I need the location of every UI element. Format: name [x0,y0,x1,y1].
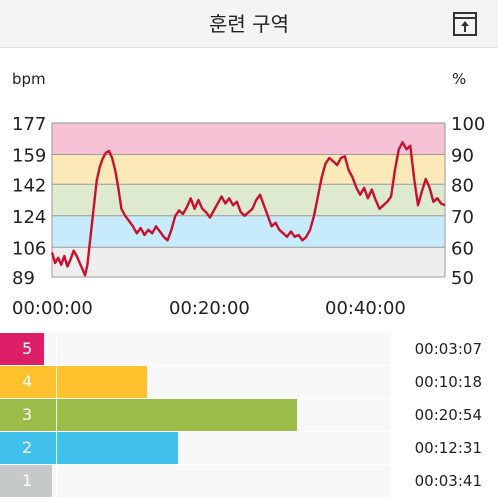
page-title: 훈련 구역 [209,12,289,36]
app-header: 훈련 구역 [0,0,498,48]
zone-duration: 00:10:18 [414,373,482,391]
zone-row-5: 5 00:03:07 [0,332,498,366]
zone-bar [0,366,147,398]
zone-bar-divider [56,333,57,365]
y-right-tick-label: 90 [451,146,474,167]
y-left-tick-label: 124 [12,207,46,228]
y-right-tick-label: 100 [451,114,485,135]
zone-band-1 [52,247,445,277]
y-axis-left-label: bpm [12,70,46,88]
y-right-tick-label: 50 [451,268,474,289]
y-axis-right-label: % [452,70,466,88]
zone-bar [0,432,178,464]
zone-track [0,333,390,365]
y-left-tick-label: 89 [12,268,35,289]
zone-duration: 00:03:41 [414,472,482,490]
zone-band-5 [52,123,445,155]
y-left-tick-label: 177 [12,114,46,135]
x-tick-label: 00:00:00 [12,298,93,319]
zone-list: 5 00:03:07 4 00:10:18 3 00:20:54 2 00:12:31 1 00:… [0,332,498,500]
zone-duration: 00:12:31 [414,439,482,457]
zone-number: 2 [22,438,33,457]
y-left-tick-label: 159 [12,146,46,167]
zone-bar-divider [56,465,57,497]
zone-band-2 [52,215,445,248]
export-icon[interactable] [452,12,478,36]
y-right-tick-label: 70 [451,207,474,228]
zone-bar-divider [56,432,57,464]
zone-band-4 [52,154,445,185]
zone-row-4: 4 00:10:18 [0,365,498,399]
zone-track [0,465,390,497]
zone-bar [0,399,297,431]
zone-duration: 00:20:54 [414,406,482,424]
zone-row-2: 2 00:12:31 [0,431,498,465]
heart-rate-chart-svg: bpm % 177 159 142 124 106 89 100 90 80 70 60 50 00… [12,70,485,319]
zone-row-3: 3 00:20:54 [0,398,498,432]
y-right-tick-label: 60 [451,238,474,259]
x-tick-label: 00:40:00 [325,298,406,319]
zone-number: 5 [22,339,33,358]
zone-duration: 00:03:07 [414,340,482,358]
zone-number: 3 [22,405,33,424]
y-left-tick-label: 142 [12,175,46,196]
y-right-tick-label: 80 [451,175,474,196]
zone-row-1: 1 00:03:41 [0,464,498,498]
y-left-tick-label: 106 [12,238,46,259]
heart-rate-line [50,141,446,277]
x-tick-label: 00:20:00 [169,298,250,319]
zone-bar [0,465,52,497]
zone-number: 1 [22,471,33,490]
heart-rate-chart: bpm % 177 159 142 124 106 89 100 90 80 70 60 50 00… [0,48,498,328]
zone-bar-divider [56,366,57,398]
zone-bar [0,333,44,365]
zone-bar-divider [56,399,57,431]
zone-number: 4 [22,372,33,391]
